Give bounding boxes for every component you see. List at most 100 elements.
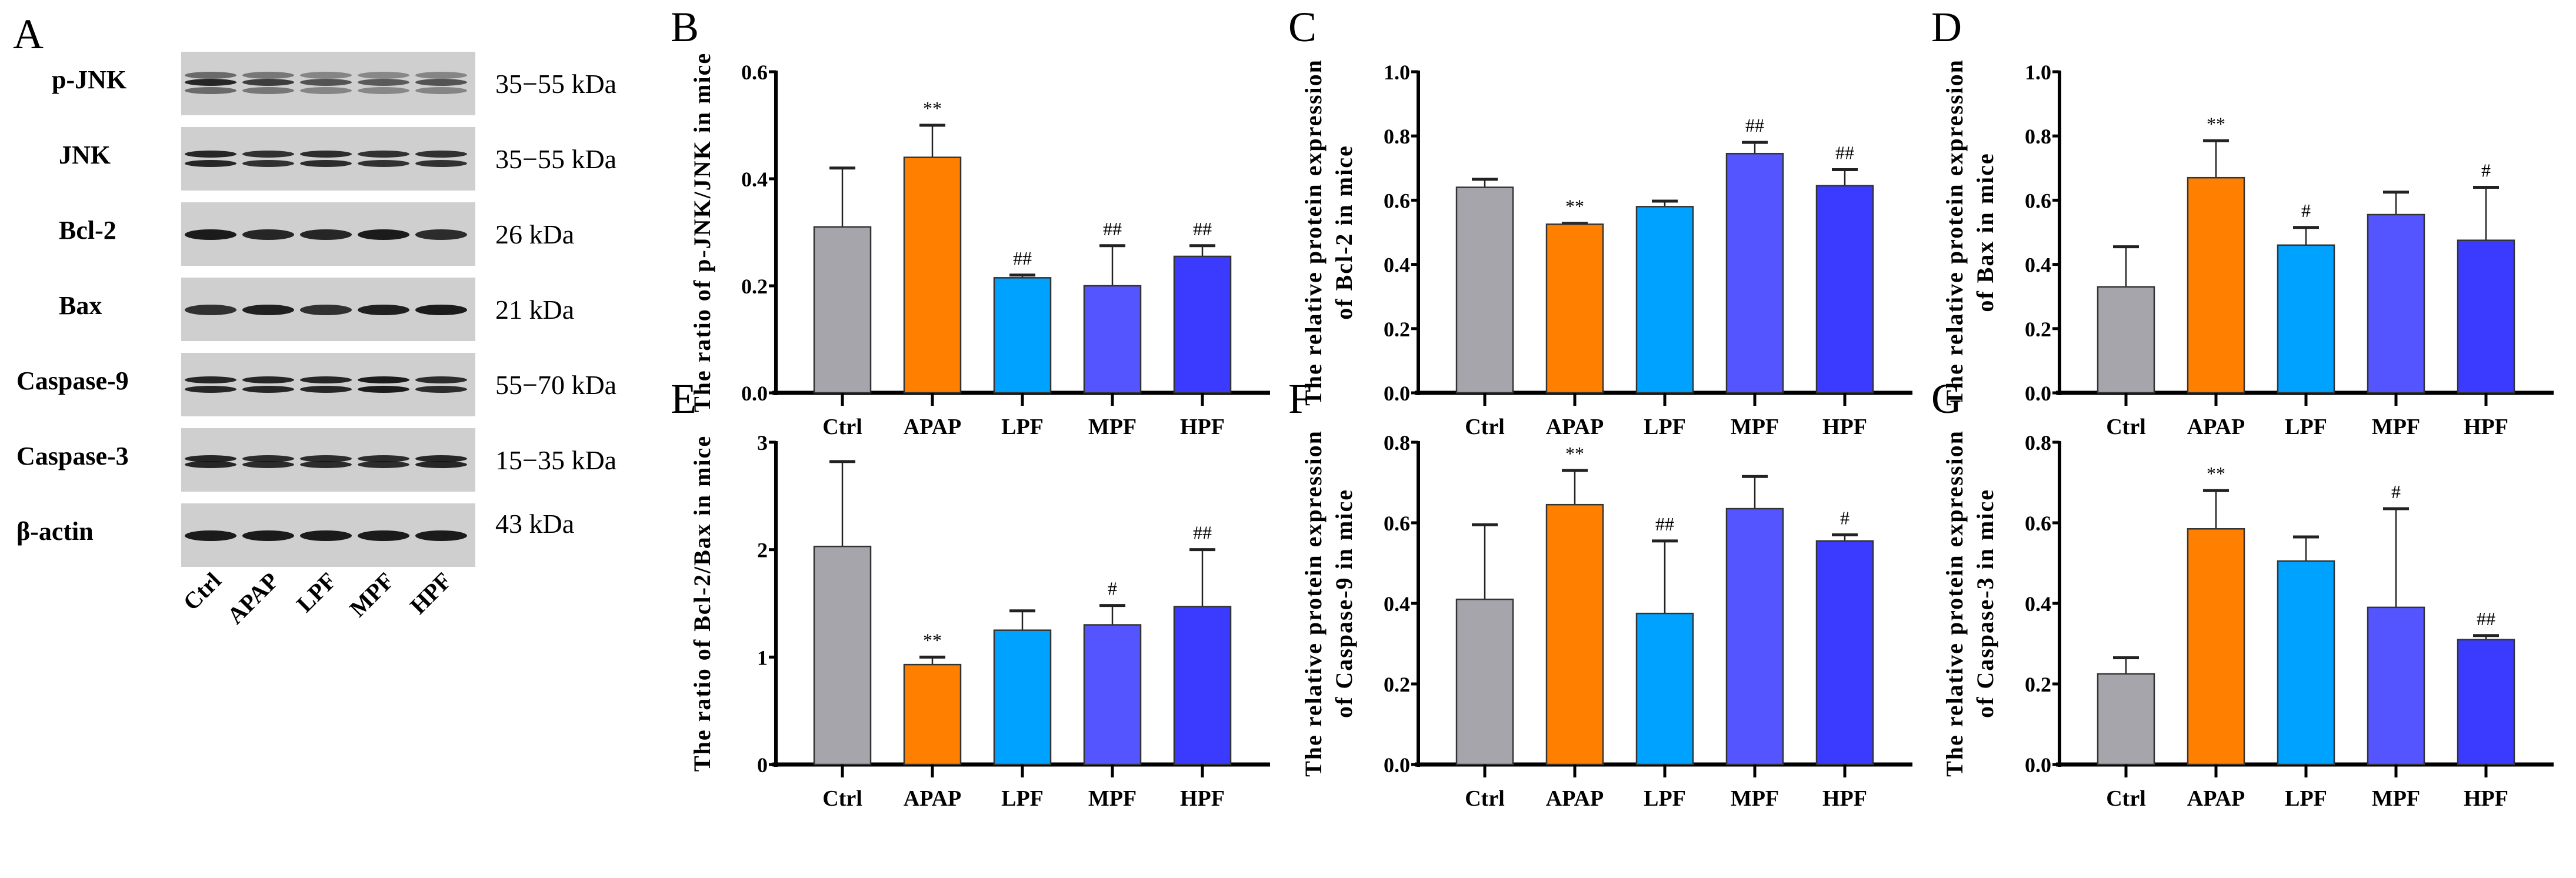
x-tick-label: Ctrl <box>1465 786 1505 811</box>
y-tick-label: 0.4 <box>2025 253 2051 277</box>
protein-band <box>358 151 409 158</box>
blot-row: Caspase-9 55−70 kDa <box>16 353 616 416</box>
significance-marker: ** <box>1565 443 1584 464</box>
y-tick-label: 1.0 <box>1384 61 1410 84</box>
significance-marker: # <box>2301 200 2311 221</box>
protein-label: Bcl-2 <box>59 216 116 245</box>
y-tick-label: 1 <box>757 646 768 669</box>
x-tick-label: LPF <box>2285 415 2327 439</box>
y-tick-label: 0.6 <box>1384 189 1410 212</box>
y-tick-label: 0.0 <box>2025 382 2051 405</box>
bar-hpf <box>1173 606 1232 766</box>
x-tick-label: HPF <box>2464 786 2508 811</box>
bar-lpf <box>1635 206 1694 394</box>
bar-lpf <box>993 277 1052 394</box>
y-axis-label: The relative protein expression <box>1941 430 1968 777</box>
protein-band <box>300 455 352 462</box>
y-tick-label: 0.6 <box>2025 189 2051 212</box>
panel-letter: E <box>671 375 697 422</box>
x-tick-label: Ctrl <box>1465 415 1505 439</box>
molecular-weight-label: 35−55 kDa <box>495 69 616 99</box>
protein-band <box>242 79 294 86</box>
protein-band <box>300 461 352 468</box>
significance-marker: ## <box>1835 142 1854 163</box>
x-tick-label: HPF <box>1180 415 1225 439</box>
blot-row: Caspase-3 15−35 kDa <box>16 428 616 492</box>
protein-label: Caspase-3 <box>16 442 129 470</box>
x-tick-label: LPF <box>1644 786 1686 811</box>
x-tick-label: LPF <box>1644 415 1686 439</box>
bar-apap <box>2187 528 2245 766</box>
significance-marker: ** <box>1565 196 1584 217</box>
protein-band <box>358 461 409 468</box>
chart-d: D The relative protein expression of Bax i… <box>1931 4 2554 439</box>
protein-band <box>185 530 236 541</box>
significance-marker: ## <box>1655 513 1674 535</box>
y-axis-label: The ratio of Bcl-2/Bax in mice <box>689 435 715 772</box>
y-tick-label: 0.6 <box>2025 512 2051 535</box>
blot-row: JNK 35−55 kDa <box>59 127 616 191</box>
blot-row: p-JNK 35−55 kDa <box>52 52 616 115</box>
x-tick-label: MPF <box>1731 415 1779 439</box>
bar-mpf <box>1083 285 1142 394</box>
bar-hpf <box>1815 185 1874 394</box>
x-tick-label: MPF <box>1088 415 1137 439</box>
protein-band <box>415 160 467 167</box>
bar-hpf <box>1815 540 1874 766</box>
bar-lpf <box>993 629 1052 766</box>
x-tick-label: APAP <box>2187 415 2245 439</box>
bar-hpf <box>2457 639 2515 766</box>
protein-band <box>242 461 294 468</box>
protein-band <box>358 229 409 240</box>
protein-band <box>300 376 352 383</box>
blot-membrane <box>181 127 475 191</box>
protein-band <box>185 72 236 79</box>
protein-band <box>415 386 467 393</box>
x-tick-label: MPF <box>2372 786 2420 811</box>
y-axis-label: of Bax in mice <box>1972 152 1998 312</box>
protein-band <box>185 386 236 393</box>
protein-band <box>242 455 294 462</box>
y-axis-label: of Bcl-2 in mice <box>1331 145 1357 320</box>
protein-band <box>242 72 294 79</box>
y-tick-label: 0.4 <box>2025 592 2051 616</box>
protein-band <box>242 530 294 541</box>
protein-band <box>358 530 409 541</box>
chart-g: G The relative protein expression of Caspa… <box>1931 375 2554 811</box>
y-tick-label: 0.4 <box>741 168 768 191</box>
molecular-weight-label: 26 kDa <box>495 219 574 249</box>
protein-band <box>300 229 352 240</box>
y-axis-label: The relative protein expression <box>1941 59 1968 406</box>
y-tick-label: 0 <box>757 753 768 777</box>
bar-apap <box>2187 176 2245 394</box>
protein-band <box>358 160 409 167</box>
protein-band <box>185 151 236 158</box>
blot-row: β-actin 43 kDa <box>16 503 574 567</box>
x-tick-label: Ctrl <box>2106 786 2146 811</box>
lane-label: APAP <box>222 567 284 629</box>
protein-band <box>358 455 409 462</box>
y-tick-label: 2 <box>757 539 768 562</box>
protein-band <box>185 229 236 240</box>
protein-band <box>300 530 352 541</box>
protein-band <box>185 376 236 383</box>
y-tick-label: 0.8 <box>1384 125 1410 148</box>
x-tick-label: MPF <box>2372 415 2420 439</box>
protein-band <box>185 160 236 167</box>
y-axis-label: The relative protein expression <box>1300 430 1327 777</box>
x-tick-label: MPF <box>1088 786 1137 811</box>
y-axis-label: of Caspase-9 in mice <box>1331 489 1357 718</box>
bar-apap <box>1545 503 1604 766</box>
molecular-weight-label: 55−70 kDa <box>495 370 616 400</box>
protein-band <box>415 79 467 86</box>
protein-band <box>358 376 409 383</box>
y-tick-label: 0.6 <box>1384 512 1410 535</box>
blot-row: Bcl-2 26 kDa <box>59 202 574 266</box>
protein-band <box>358 79 409 86</box>
significance-marker: ** <box>923 98 942 119</box>
x-tick-label: APAP <box>1546 786 1604 811</box>
panel-letter: F <box>1288 375 1312 422</box>
